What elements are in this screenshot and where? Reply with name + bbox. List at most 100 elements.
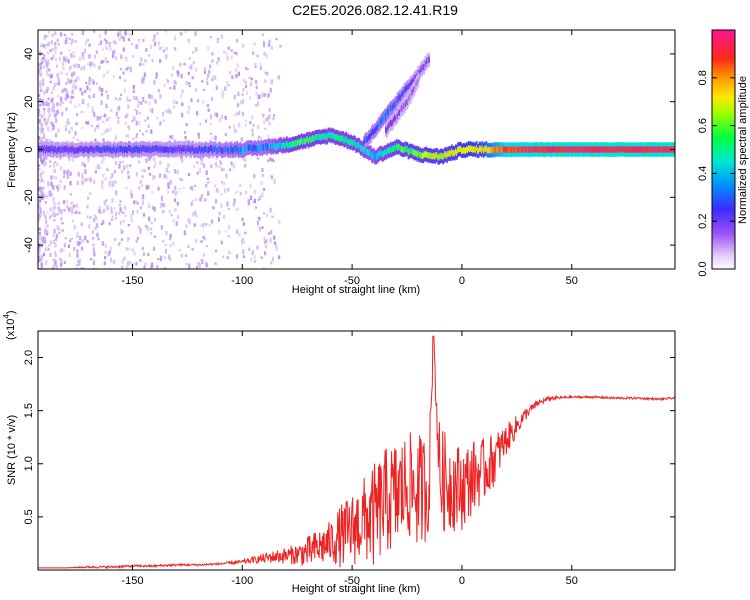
spectrogram-cell	[261, 226, 264, 230]
spectrogram-cell	[411, 148, 414, 155]
spectrogram-cell	[241, 147, 244, 155]
spectrogram-cell	[218, 117, 221, 123]
spectrogram-cell	[139, 231, 142, 235]
spectrogram-cell	[52, 185, 55, 191]
spectrogram-cell	[82, 147, 85, 154]
spectrogram-cell	[494, 146, 497, 153]
spectrogram-cell	[403, 87, 406, 94]
spectrogram-cell	[89, 61, 92, 67]
spectrogram-cell	[590, 146, 593, 153]
spectrogram-cell	[447, 150, 449, 157]
spectrogram-cell	[126, 164, 129, 169]
spectrogram-cell	[57, 94, 60, 98]
spectrogram-cell	[633, 146, 635, 153]
spectrogram-cell	[50, 175, 53, 180]
spectrogram-cell	[95, 146, 97, 153]
spectrogram-cell	[222, 147, 225, 154]
spectrogram-cell	[38, 254, 41, 260]
spectrogram-cell	[100, 60, 103, 64]
spectrogram-cell	[139, 180, 142, 184]
spectrogram-cell	[245, 90, 249, 95]
spectrogram-cell	[574, 146, 577, 153]
spectrogram-y-tick-label: 0	[23, 146, 35, 152]
spectrogram-cell	[432, 153, 434, 160]
spectrogram-cell	[358, 141, 360, 149]
spectrogram-cell	[380, 150, 383, 157]
spectrogram-cell	[57, 146, 60, 153]
spectrogram-cell	[141, 169, 144, 173]
spectrogram-cell	[198, 146, 200, 153]
spectrogram-cell	[181, 147, 183, 154]
spectrogram-cell	[56, 64, 59, 68]
spectrogram-cell	[414, 74, 417, 81]
spectrogram-cell	[551, 146, 553, 153]
spectrogram-cell	[461, 147, 463, 154]
spectrogram-cell	[39, 186, 43, 190]
snr-line	[38, 335, 675, 570]
spectrogram-cell	[75, 147, 78, 155]
spectrogram-cell	[211, 52, 214, 56]
spectrogram-cell	[445, 151, 447, 158]
spectrogram-cell	[158, 145, 161, 152]
spectrogram-cell	[147, 146, 150, 154]
spectrogram-cell	[172, 190, 175, 194]
spectrogram-cell	[565, 146, 568, 153]
spectrogram-cell	[330, 132, 333, 139]
spectrogram-cell	[146, 116, 149, 120]
spectrogram-cell	[666, 146, 669, 153]
spectrogram-cell	[41, 127, 44, 133]
spectrogram-cell	[385, 126, 387, 133]
spectrogram-cell	[256, 101, 260, 107]
spectrogram-cell	[48, 139, 51, 143]
spectrogram-cell	[151, 205, 155, 210]
spectrogram-cell	[53, 206, 56, 210]
spectrogram-cell	[127, 37, 131, 42]
spectrogram-cell	[181, 102, 184, 107]
spectrogram-cell	[249, 195, 253, 201]
spectrogram-cell	[69, 145, 72, 152]
spectrogram-cell	[167, 109, 170, 114]
spectrogram-cell	[132, 137, 135, 141]
spectrogram-cell	[46, 62, 49, 68]
spectrogram-cell	[118, 30, 122, 36]
spectrogram-cell	[421, 152, 424, 159]
spectrogram-cell	[255, 91, 258, 97]
spectrogram-cell	[117, 243, 120, 247]
spectrogram-cell	[86, 120, 90, 125]
spectrogram-cell	[197, 132, 200, 136]
spectrogram-cell	[367, 136, 369, 143]
spectrogram-cell	[55, 265, 58, 269]
spectrogram-cell	[256, 220, 260, 226]
spectrogram-cell	[607, 146, 609, 153]
spectrogram-cell	[298, 139, 301, 146]
spectrogram-cell	[137, 38, 141, 42]
spectrogram-cell	[260, 143, 263, 151]
spectrogram-cell	[44, 44, 47, 50]
spectrogram-cell	[111, 172, 114, 178]
spectrogram-cell	[394, 115, 397, 122]
spectrogram-cell	[366, 136, 368, 143]
spectrogram-cell	[97, 164, 100, 167]
spectrogram-cell	[383, 113, 386, 120]
spectrogram-cell	[69, 180, 72, 186]
spectrogram-x-axis: -150 -100 -50 0 50	[121, 30, 578, 287]
spectrogram-cell	[128, 32, 131, 36]
spectrogram-cell	[41, 145, 44, 152]
spectrogram-cell	[124, 121, 127, 125]
spectrogram-cell	[303, 137, 306, 145]
spectrogram-cell	[363, 147, 365, 154]
spectrogram-cell	[148, 216, 151, 222]
spectrogram-cell	[385, 111, 388, 119]
spectrogram-cell	[428, 56, 430, 63]
spectrogram-cell	[228, 225, 231, 230]
spectrogram-cell	[93, 54, 97, 59]
spectrogram-cell	[142, 145, 145, 152]
spectrogram-cell	[65, 38, 68, 43]
spectrogram-cell	[147, 166, 150, 170]
spectrogram-cell	[287, 142, 289, 149]
spectrogram-cell	[569, 146, 572, 153]
spectrogram-cell	[49, 207, 52, 212]
spectrogram-cell	[261, 145, 263, 152]
spectrogram-cell	[484, 145, 487, 152]
